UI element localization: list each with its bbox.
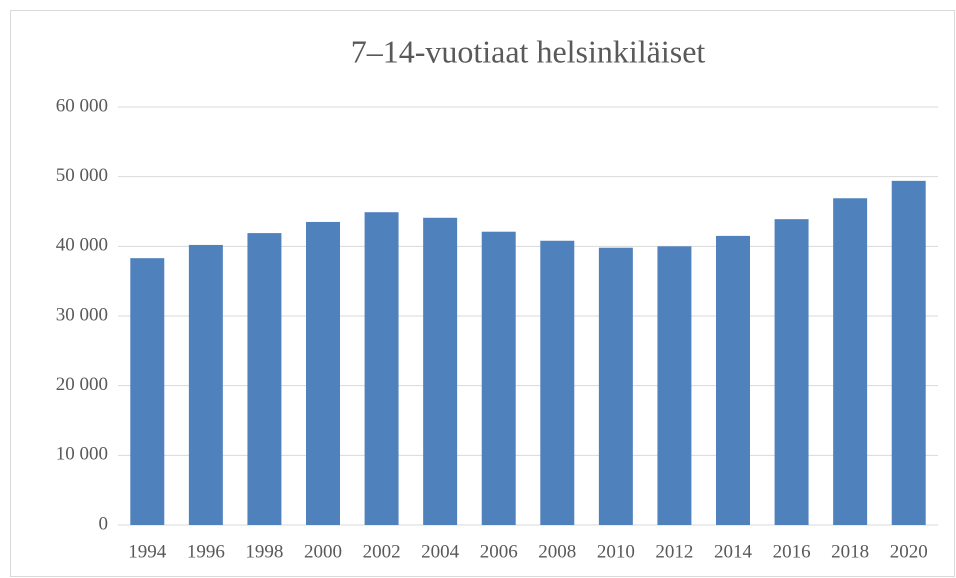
x-tick-label: 1998 xyxy=(245,541,283,562)
x-tick-label: 2012 xyxy=(655,541,693,562)
x-tick-label: 1994 xyxy=(128,541,167,562)
bar xyxy=(891,180,926,525)
x-tick-label: 2020 xyxy=(890,541,928,562)
bar xyxy=(598,247,633,525)
bar xyxy=(130,258,165,525)
x-tick-label: 2004 xyxy=(421,541,460,562)
y-tick-label: 60 000 xyxy=(56,95,108,116)
x-tick-label: 2016 xyxy=(773,541,811,562)
x-tick-label: 2010 xyxy=(597,541,635,562)
bar xyxy=(247,233,282,525)
x-tick-label: 1996 xyxy=(187,541,225,562)
bar xyxy=(306,221,340,525)
bar xyxy=(423,217,458,525)
bar xyxy=(657,246,692,526)
bar xyxy=(364,212,399,526)
y-tick-label: 40 000 xyxy=(56,235,108,256)
x-tick-label: 2000 xyxy=(304,541,342,562)
bar xyxy=(716,235,750,525)
y-tick-label: 0 xyxy=(99,513,109,534)
x-tick-label: 2008 xyxy=(538,541,576,562)
y-tick-label: 20 000 xyxy=(56,374,108,395)
x-tick-label: 2002 xyxy=(363,541,401,562)
bar xyxy=(774,219,809,525)
chart-title: 7–14-vuotiaat helsinkiläiset xyxy=(351,33,706,69)
x-tick-label: 2014 xyxy=(714,541,753,562)
bar xyxy=(481,231,516,525)
y-tick-label: 10 000 xyxy=(56,444,108,465)
x-tick-label: 2006 xyxy=(480,541,518,562)
y-tick-label: 30 000 xyxy=(56,304,108,325)
y-tick-label: 50 000 xyxy=(56,165,108,186)
bar xyxy=(540,240,575,525)
bar xyxy=(188,244,223,525)
bar xyxy=(833,198,868,525)
x-tick-label: 2018 xyxy=(831,541,869,562)
